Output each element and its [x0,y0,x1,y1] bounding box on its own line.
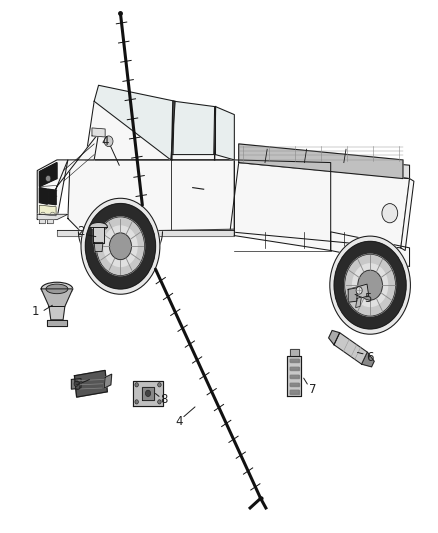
Circle shape [74,381,78,386]
Circle shape [104,226,137,266]
Polygon shape [331,232,410,266]
Circle shape [382,204,398,223]
Polygon shape [173,101,215,155]
Text: 4: 4 [101,135,109,148]
Text: 3: 3 [73,380,80,393]
Polygon shape [239,144,403,179]
Circle shape [46,175,51,182]
Polygon shape [94,243,103,252]
Text: 7: 7 [309,383,317,395]
Polygon shape [356,297,361,308]
Polygon shape [92,128,105,137]
Polygon shape [39,205,56,216]
Circle shape [145,390,151,397]
Circle shape [40,212,46,219]
Ellipse shape [90,223,107,231]
Polygon shape [133,381,163,406]
Polygon shape [39,188,47,204]
Circle shape [158,383,161,387]
Polygon shape [290,367,299,370]
Polygon shape [104,374,112,388]
Polygon shape [234,160,331,251]
Polygon shape [290,350,299,356]
Circle shape [334,241,406,329]
Polygon shape [74,370,107,397]
Text: 8: 8 [161,393,168,406]
Circle shape [96,217,145,276]
Circle shape [110,233,131,260]
Circle shape [345,254,396,316]
Polygon shape [239,149,410,179]
Text: 6: 6 [366,351,374,364]
Circle shape [353,264,388,306]
Polygon shape [94,85,175,160]
Circle shape [330,236,410,334]
Polygon shape [334,333,367,364]
Polygon shape [47,219,53,223]
Circle shape [135,383,138,387]
Polygon shape [68,160,234,232]
Polygon shape [93,227,104,243]
Polygon shape [49,306,65,320]
Polygon shape [39,219,45,223]
Polygon shape [290,359,299,362]
Polygon shape [39,163,57,187]
Polygon shape [290,375,299,378]
Polygon shape [348,284,369,301]
Circle shape [358,270,382,300]
Polygon shape [328,330,340,345]
Polygon shape [348,288,357,302]
Text: 5: 5 [364,292,371,305]
Polygon shape [290,390,299,393]
Polygon shape [71,378,81,389]
Polygon shape [41,289,73,306]
Ellipse shape [46,284,68,294]
Polygon shape [215,107,234,160]
Circle shape [356,287,362,294]
Polygon shape [47,320,67,326]
Circle shape [85,204,155,289]
Polygon shape [37,214,68,220]
Text: 1: 1 [31,305,39,318]
Circle shape [50,212,55,219]
Circle shape [81,198,160,294]
Text: 2: 2 [77,225,85,238]
Polygon shape [57,230,234,236]
Polygon shape [290,383,299,386]
Polygon shape [85,101,234,160]
Polygon shape [37,160,68,219]
Polygon shape [287,356,301,395]
Ellipse shape [41,282,73,295]
Polygon shape [230,163,410,248]
Circle shape [158,400,161,404]
Polygon shape [362,352,374,367]
Polygon shape [48,189,56,205]
Text: 4: 4 [176,415,184,427]
Circle shape [135,400,138,404]
Polygon shape [401,179,414,251]
Polygon shape [55,133,99,192]
Polygon shape [142,387,154,400]
Circle shape [104,136,113,147]
